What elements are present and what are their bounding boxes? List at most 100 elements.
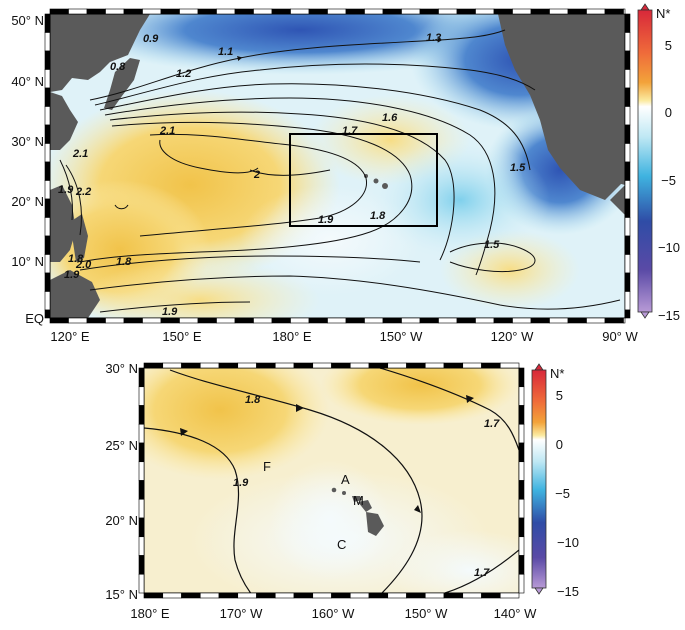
- colorbar-tick-label: −5: [661, 173, 676, 188]
- frame-segment: [382, 317, 402, 324]
- contour-line: [94, 63, 536, 106]
- frame-segment: [44, 13, 51, 33]
- frame-segment: [438, 8, 458, 15]
- frame-segment: [364, 317, 384, 324]
- bottom-map-frame: [138, 362, 525, 599]
- land-asia-east: [50, 92, 78, 150]
- lat-tick-label: 40° N: [11, 74, 44, 89]
- frame-segment: [44, 50, 51, 70]
- frame-segment: [406, 362, 426, 369]
- colorbar-tick-label: 0: [556, 437, 563, 452]
- contour-label: 1.2: [176, 68, 191, 80]
- frame-segment: [443, 592, 464, 599]
- frame-segment: [518, 555, 525, 575]
- frame-segment: [44, 124, 51, 144]
- frame-segment: [123, 317, 143, 324]
- land-north-america: [498, 14, 625, 200]
- frame-segment: [624, 217, 631, 237]
- colorbar-gradient: [637, 9, 653, 313]
- contour-label: 1.9: [162, 306, 178, 318]
- frame-segment: [518, 498, 525, 519]
- colorbar-tick-label: 0: [665, 105, 672, 120]
- land-asia-northeast: [50, 14, 150, 92]
- land-hawaii-3: [382, 183, 388, 189]
- frame-segment: [518, 405, 525, 425]
- contour-label: 1.3: [426, 32, 441, 44]
- frame-segment: [424, 362, 445, 369]
- lon-tick-label: 170° W: [220, 606, 264, 621]
- frame-segment: [419, 8, 439, 15]
- lon-tick-label: 150° W: [380, 329, 424, 344]
- frame-segment: [567, 317, 587, 324]
- bottom-map-white-region-se: [390, 530, 519, 593]
- lat-tick-label: 25° N: [105, 438, 138, 453]
- inset-region-box: [289, 133, 438, 227]
- frame-segment: [518, 517, 525, 538]
- triangle-cap-icon: [640, 3, 650, 11]
- island-big-island: [366, 512, 384, 536]
- top-map-contour-labels: 0.9 0.8 1.1 1.2 1.3 1.6 1.7 1.5 2.1 2 2.…: [58, 32, 526, 318]
- frame-segment: [624, 254, 631, 274]
- frame-segment: [274, 592, 295, 599]
- triangle-cap-icon: [534, 587, 544, 595]
- bottom-map: 1.8 1.7 1.9 1.7 F A M C: [144, 368, 519, 593]
- frame-segment: [138, 498, 145, 519]
- frame-segment: [138, 386, 145, 406]
- frame-segment: [387, 592, 407, 599]
- frame-segment: [456, 8, 476, 15]
- top-colorbar: N* 5 0 −5 −10 −15: [637, 3, 680, 323]
- frame-segment: [493, 317, 513, 324]
- colorbar-title: N*: [550, 366, 564, 381]
- contour-label: 0.8: [110, 61, 126, 73]
- top-map-lon-axis: 120° E 150° E 180° E 150° W 120° W 90° W: [50, 329, 638, 344]
- frame-segment: [368, 592, 389, 599]
- frame-segment: [44, 106, 51, 126]
- colorbar-tick-label: 5: [556, 388, 563, 403]
- lat-tick-label: 30° N: [11, 134, 44, 149]
- contour-label: 1.9: [318, 214, 334, 226]
- lat-tick-label: 10° N: [11, 254, 44, 269]
- island-maui: [358, 500, 372, 512]
- frame-segment: [499, 362, 520, 369]
- bottom-map-lat-axis: 30° N 25° N 20° N 15° N: [105, 361, 138, 602]
- contour-line: [449, 242, 536, 273]
- frame-segment: [142, 8, 162, 15]
- bottom-map-lon-axis: 180° E 170° W 160° W 150° W 140° W: [130, 606, 537, 621]
- frame-segment: [105, 317, 125, 324]
- lon-tick-label: 150° W: [405, 606, 449, 621]
- frame-segment: [138, 442, 145, 463]
- contour-label: 2.1: [72, 148, 88, 160]
- frame-segment: [216, 317, 236, 324]
- top-map-land: [50, 14, 625, 318]
- frame-segment: [218, 592, 239, 599]
- frame-segment: [493, 8, 513, 15]
- frame-segment: [105, 8, 125, 15]
- frame-segment: [44, 309, 51, 319]
- arrowhead-icon: [296, 404, 304, 412]
- frame-segment: [586, 8, 606, 15]
- frame-segment: [481, 592, 501, 599]
- contour-line: [104, 97, 496, 276]
- frame-segment: [68, 8, 88, 15]
- frame-segment: [624, 106, 631, 126]
- frame-segment: [162, 592, 182, 599]
- contour-label: 2.2: [75, 186, 91, 198]
- frame-segment: [234, 317, 254, 324]
- frame-segment: [138, 517, 145, 538]
- contour-label: 2.0: [75, 259, 92, 271]
- frame-segment: [406, 592, 426, 599]
- contour-label: 1.8: [68, 253, 84, 265]
- lat-tick-label: 30° N: [105, 361, 138, 376]
- frame-segment: [49, 8, 69, 15]
- frame-segment: [44, 69, 51, 89]
- contour-label: 1.9: [58, 184, 74, 196]
- frame-segment: [216, 8, 236, 15]
- frame-segment: [256, 592, 276, 599]
- colorbar-tick-label: −15: [658, 308, 680, 323]
- frame-segment: [308, 317, 328, 324]
- frame-segment: [327, 317, 347, 324]
- bottom-map-warm-region-ne: [320, 368, 519, 425]
- lon-tick-label: 120° E: [50, 329, 90, 344]
- frame-segment: [481, 362, 501, 369]
- lat-tick-label: 15° N: [105, 587, 138, 602]
